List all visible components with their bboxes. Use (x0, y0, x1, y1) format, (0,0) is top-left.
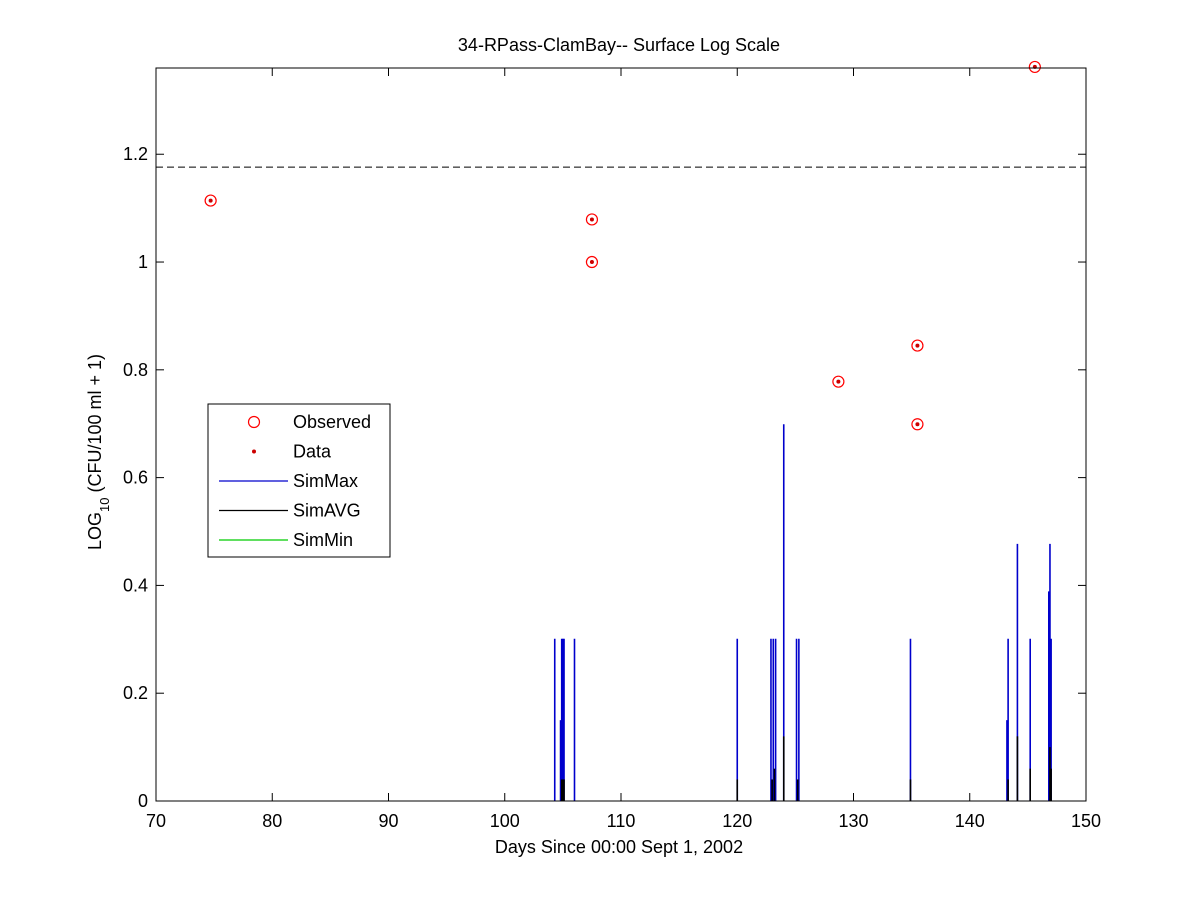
y-axis-label-rest: (CFU/100 ml + 1) (85, 354, 105, 498)
y-tick-label: 1 (138, 252, 148, 272)
y-tick-label: 0.6 (123, 468, 148, 488)
data-point (836, 379, 841, 384)
legend-marker-data (252, 449, 256, 454)
x-tick-label: 120 (722, 811, 752, 831)
observed-point (585, 255, 599, 269)
legend: Observed Data SimMax SimAVG SimMin (207, 403, 391, 558)
legend-marker-observed (247, 415, 261, 429)
legend-label-simmax: SimMax (293, 471, 358, 491)
y-axis-label-subscript: 10 (97, 498, 112, 512)
x-tick-label: 110 (607, 811, 636, 831)
observed-point (204, 194, 217, 207)
observed-point (832, 375, 845, 388)
plot-area: 70 80 90 100 110 120 130 140 150 0 0.2 0.4 0.6 0.8 1 1.… (123, 60, 1101, 831)
x-tick-label: 150 (1071, 811, 1101, 831)
y-tick-label: 1.2 (123, 144, 148, 164)
x-tick-label: 80 (262, 811, 282, 831)
legend-label-data: Data (293, 442, 332, 462)
data-point (915, 343, 920, 348)
x-tick-label: 90 (378, 811, 398, 831)
plot-frame (155, 67, 1087, 802)
data-point (589, 217, 594, 222)
x-tick-label: 100 (490, 811, 520, 831)
y-tick-label: 0.2 (123, 683, 148, 703)
y-tick-label: 0.8 (123, 360, 148, 380)
observed-point (911, 339, 924, 352)
observed-point (1028, 60, 1041, 74)
data-point (208, 198, 213, 203)
legend-label-simmin: SimMin (293, 530, 353, 550)
chart-title: 34-RPass-ClamBay-- Surface Log Scale (458, 35, 780, 55)
data-point (915, 422, 920, 427)
y-axis-label: LOG10 (CFU/100 ml + 1) (85, 354, 112, 550)
legend-label-simavg: SimAVG (293, 501, 361, 521)
x-tick-label: 130 (838, 811, 868, 831)
x-tick-label: 140 (955, 811, 985, 831)
y-axis-label-main: LOG (85, 512, 105, 550)
x-axis-label: Days Since 00:00 Sept 1, 2002 (495, 837, 743, 857)
x-tick-label: 70 (146, 811, 166, 831)
legend-label-observed: Observed (293, 412, 371, 432)
data-point (589, 260, 594, 265)
observed-point (585, 213, 599, 226)
y-tick-label: 0.4 (123, 575, 148, 595)
observed-point (911, 418, 924, 431)
y-tick-label: 0 (138, 791, 148, 811)
